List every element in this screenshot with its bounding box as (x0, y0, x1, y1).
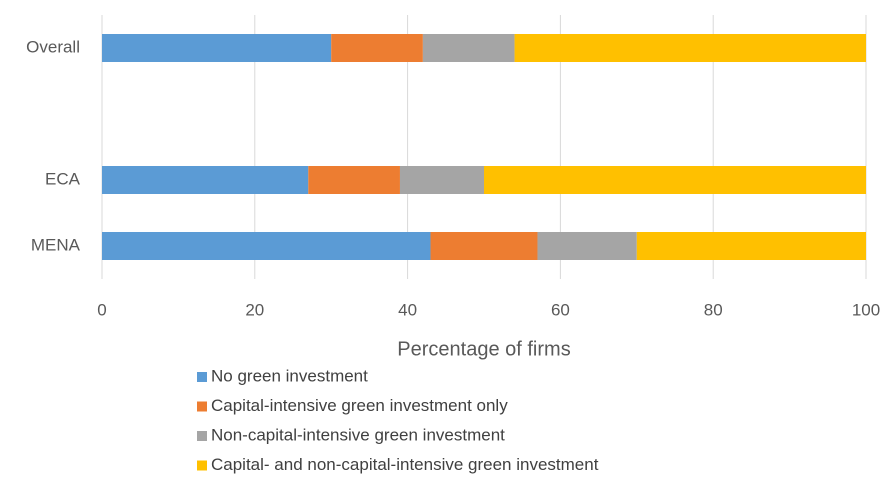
legend-label: No green investment (211, 366, 368, 385)
bar-segment (399, 166, 484, 194)
legend-swatch (197, 401, 207, 412)
bar-segment (484, 166, 866, 194)
bar-segment (102, 34, 332, 62)
y-tick-label: MENA (31, 235, 81, 254)
x-axis-title: Percentage of firms (397, 338, 570, 360)
x-tick-label: 80 (704, 300, 723, 319)
bar-segment (102, 232, 431, 260)
x-tick-label: 20 (245, 300, 264, 319)
x-tick-label: 100 (852, 300, 880, 319)
legend-label: Capital-intensive green investment only (211, 396, 508, 415)
x-tick-label: 40 (398, 300, 417, 319)
bar-segment (308, 166, 400, 194)
legend-swatch (197, 431, 207, 441)
legend-label: Capital- and non-capital-intensive green… (211, 455, 599, 474)
y-tick-label: Overall (26, 37, 80, 56)
legend-label: Non-capital-intensive green investment (211, 425, 505, 444)
bar-segment (537, 232, 637, 260)
bar-segment (422, 34, 515, 62)
bar-segment (636, 232, 866, 260)
x-tick-label: 60 (551, 300, 570, 319)
legend-swatch (197, 460, 207, 471)
bar-segment (331, 34, 423, 62)
bar-segment (430, 232, 538, 260)
bar-segment (102, 166, 309, 194)
bar-segment (514, 34, 866, 62)
y-tick-label: ECA (45, 169, 81, 188)
legend-swatch (197, 372, 207, 382)
x-tick-label: 0 (97, 300, 106, 319)
